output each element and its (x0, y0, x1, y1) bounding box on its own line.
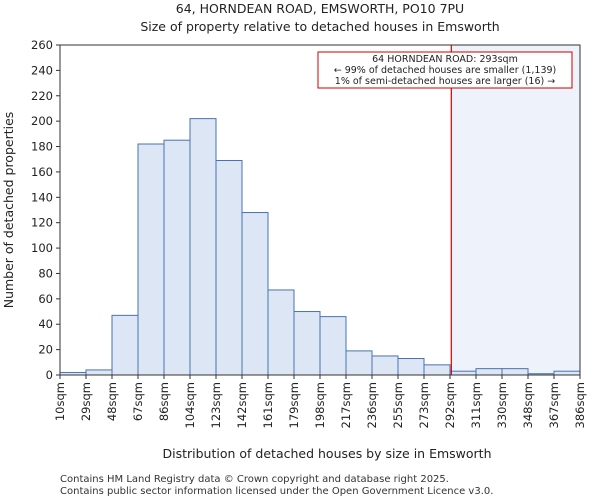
x-tick-label: 198sqm (313, 382, 327, 428)
footer-line-2: Contains public sector information licen… (60, 486, 493, 497)
x-tick-label: 86sqm (157, 382, 171, 421)
x-tick-label: 348sqm (521, 382, 535, 428)
bar-255sqm (397, 358, 425, 376)
x-tick-label: 123sqm (209, 382, 223, 428)
annotation-line-3: 1% of semi-detached houses are larger (1… (335, 76, 555, 87)
y-tick-label: 120 (31, 216, 53, 230)
bar-292sqm (449, 370, 477, 376)
x-tick-label: 367sqm (547, 382, 561, 428)
x-tick-label: 48sqm (105, 382, 119, 421)
chart-title: 64, HORNDEAN ROAD, EMSWORTH, PO10 7PU (176, 1, 464, 16)
annotation-line-2: ← 99% of detached houses are smaller (1,… (334, 65, 557, 76)
x-tick-label: 142sqm (235, 382, 249, 428)
y-tick-label: 100 (31, 241, 53, 255)
y-tick-label: 20 (38, 343, 53, 357)
annotation-line-1: 64 HORNDEAN ROAD: 293sqm (372, 54, 518, 65)
x-tick-label: 161sqm (261, 382, 275, 428)
x-tick-label: 273sqm (417, 382, 431, 428)
y-tick-label: 200 (31, 114, 53, 128)
larger-region-highlight (451, 45, 580, 375)
bar-123sqm (215, 160, 243, 376)
x-tick-label: 104sqm (183, 382, 197, 428)
y-axis-label: Number of detached properties (1, 112, 16, 309)
y-tick-label: 0 (46, 368, 53, 382)
y-axis-ticks: 0 20 40 60 80 100 120 140 160 180 200 220 240 260 (31, 38, 60, 382)
chart-subtitle: Size of property relative to detached ho… (140, 19, 499, 34)
y-tick-label: 160 (31, 165, 53, 179)
annotation-box: 64 HORNDEAN ROAD: 293sqm ← 99% of detach… (317, 51, 573, 89)
bar-198sqm (319, 316, 347, 376)
x-tick-label: 67sqm (131, 382, 145, 421)
x-tick-label: 236sqm (365, 382, 379, 428)
bar-86sqm (163, 139, 191, 376)
bar-311sqm (475, 368, 503, 376)
x-tick-label: 292sqm (443, 382, 457, 428)
y-tick-label: 240 (31, 63, 53, 77)
x-tick-label: 330sqm (495, 382, 509, 428)
y-tick-label: 260 (31, 38, 53, 52)
bars-group (59, 118, 581, 376)
y-tick-label: 180 (31, 140, 53, 154)
y-tick-label: 40 (38, 317, 53, 331)
bar-179sqm (293, 311, 321, 376)
bar-67sqm (137, 143, 165, 376)
bar-161sqm (267, 289, 295, 376)
x-tick-label: 217sqm (339, 382, 353, 428)
annotation-frame (317, 51, 573, 89)
bar-217sqm (345, 350, 373, 376)
x-tick-label: 179sqm (287, 382, 301, 428)
bar-48sqm (111, 314, 139, 376)
x-tick-label: 311sqm (469, 382, 483, 428)
y-tick-label: 80 (38, 266, 53, 280)
bar-142sqm (241, 212, 269, 376)
x-tick-label: 10sqm (53, 382, 67, 421)
bar-236sqm (371, 355, 399, 376)
bar-273sqm (423, 364, 451, 376)
y-tick-label: 140 (31, 190, 53, 204)
bar-104sqm (189, 118, 217, 376)
x-tick-label: 386sqm (573, 382, 587, 428)
x-axis-label: Distribution of detached houses by size … (163, 446, 492, 461)
y-tick-label: 60 (38, 292, 53, 306)
x-axis-ticks: 10sqm 29sqm 48sqm 67sqm 86sqm 104sqm 123sqm 142… (53, 375, 587, 428)
bar-330sqm (501, 368, 529, 376)
bar-367sqm (553, 370, 581, 376)
x-tick-label: 255sqm (391, 382, 405, 428)
x-tick-label: 29sqm (79, 382, 93, 421)
footer-line-1: Contains HM Land Registry data © Crown c… (60, 474, 449, 485)
y-tick-label: 220 (31, 89, 53, 103)
bar-29sqm (85, 369, 113, 376)
